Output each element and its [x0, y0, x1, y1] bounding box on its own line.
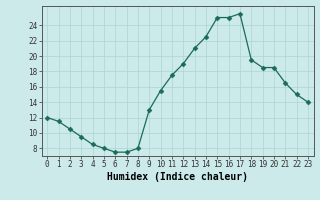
X-axis label: Humidex (Indice chaleur): Humidex (Indice chaleur) [107, 172, 248, 182]
